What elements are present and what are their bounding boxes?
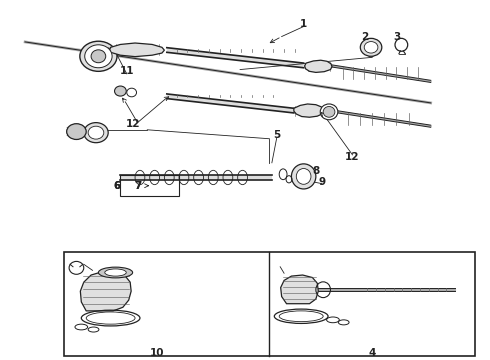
Ellipse shape	[85, 45, 112, 68]
Polygon shape	[281, 275, 318, 304]
Ellipse shape	[296, 168, 311, 184]
Text: 2: 2	[361, 32, 368, 41]
Text: 7: 7	[134, 181, 141, 191]
Text: 12: 12	[345, 152, 360, 162]
Text: 9: 9	[318, 177, 325, 187]
Polygon shape	[305, 60, 332, 72]
Ellipse shape	[84, 123, 108, 143]
Ellipse shape	[115, 86, 126, 96]
Text: 12: 12	[125, 120, 140, 129]
Ellipse shape	[323, 107, 335, 117]
Polygon shape	[167, 94, 294, 113]
Text: 3: 3	[393, 32, 400, 41]
Ellipse shape	[320, 104, 338, 120]
Text: 1: 1	[300, 19, 307, 29]
Ellipse shape	[127, 88, 137, 97]
Polygon shape	[167, 48, 304, 68]
Text: 4: 4	[368, 348, 376, 358]
Text: 6: 6	[114, 181, 121, 191]
Text: 5: 5	[273, 130, 280, 140]
Ellipse shape	[364, 41, 378, 53]
Ellipse shape	[91, 50, 106, 63]
Text: 6: 6	[113, 181, 121, 191]
Polygon shape	[80, 271, 131, 311]
Ellipse shape	[98, 267, 133, 278]
Ellipse shape	[360, 39, 382, 56]
Ellipse shape	[80, 41, 117, 71]
Ellipse shape	[292, 164, 316, 189]
Polygon shape	[294, 104, 324, 117]
Text: 7: 7	[134, 181, 141, 191]
Ellipse shape	[105, 269, 126, 276]
Text: 10: 10	[150, 348, 164, 358]
Ellipse shape	[67, 124, 86, 139]
Text: 8: 8	[312, 166, 319, 176]
Bar	[121, 175, 179, 196]
Ellipse shape	[88, 126, 104, 139]
Polygon shape	[121, 175, 272, 180]
Text: 11: 11	[120, 66, 134, 76]
Bar	[64, 252, 475, 356]
Polygon shape	[109, 43, 164, 57]
